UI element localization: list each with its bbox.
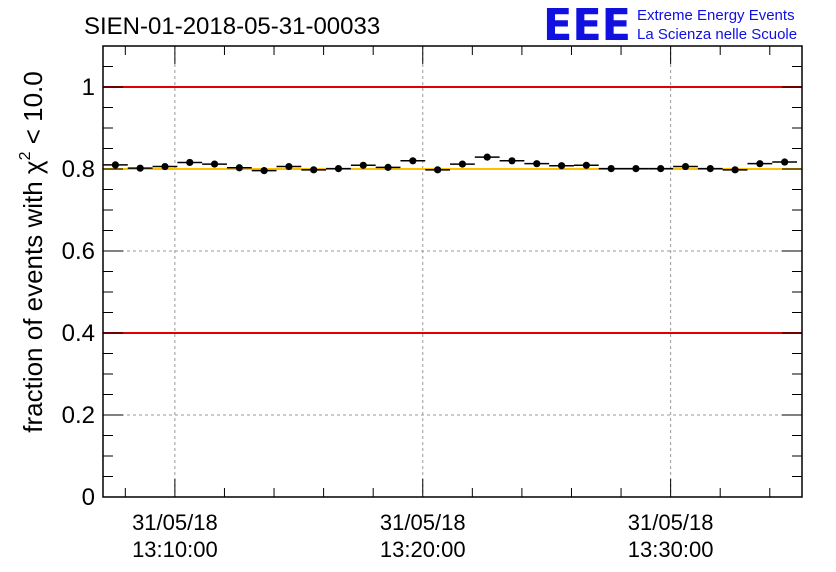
data-point bbox=[681, 162, 690, 171]
data-point bbox=[334, 164, 343, 173]
y-axis-label-sup: 2 bbox=[17, 151, 34, 160]
data-point bbox=[657, 164, 665, 173]
x-tick-label-date: 31/05/18 bbox=[380, 510, 466, 535]
eee-logo: EEE Extreme Energy Events La Scienza nel… bbox=[543, 0, 797, 51]
logo-letters: EEE bbox=[543, 0, 631, 51]
y-tick-label: 0.4 bbox=[62, 320, 95, 347]
y-axis-label-suffix: < 10.0 bbox=[18, 71, 48, 144]
data-point bbox=[409, 157, 417, 165]
data-point bbox=[607, 164, 615, 173]
data-point bbox=[632, 164, 640, 173]
x-tick-label-date: 31/05/18 bbox=[132, 510, 218, 535]
data-point bbox=[210, 160, 219, 168]
data-point bbox=[136, 164, 144, 172]
data-point bbox=[706, 164, 714, 173]
data-point bbox=[731, 166, 739, 174]
data-point bbox=[310, 166, 318, 174]
data-points bbox=[103, 153, 798, 175]
data-point bbox=[285, 162, 293, 171]
chart-title: SIEN-01-2018-05-31-00033 bbox=[84, 13, 380, 40]
y-axis-label-prefix: fraction of events with bbox=[18, 181, 48, 432]
axis-ticks: 00.20.40.60.8131/05/1813:10:0031/05/1813… bbox=[62, 45, 802, 562]
data-point bbox=[533, 160, 541, 168]
data-point bbox=[458, 160, 467, 168]
logo-line-1: Extreme Energy Events bbox=[637, 7, 795, 24]
data-point bbox=[508, 157, 516, 165]
data-point bbox=[384, 163, 392, 171]
data-point bbox=[260, 167, 268, 175]
y-axis-label-chi: χ bbox=[18, 160, 48, 174]
data-point bbox=[434, 166, 442, 174]
logo-line-2: La Scienza nelle Scuole bbox=[637, 26, 797, 43]
x-tick-label-time: 13:30:00 bbox=[628, 537, 714, 562]
data-point bbox=[161, 162, 169, 171]
x-tick-label-time: 13:20:00 bbox=[380, 537, 466, 562]
y-tick-label: 0.6 bbox=[62, 238, 95, 265]
data-point bbox=[111, 161, 119, 169]
data-point bbox=[781, 158, 789, 166]
y-tick-label: 0.8 bbox=[62, 156, 95, 183]
data-point bbox=[557, 162, 566, 170]
data-point bbox=[483, 153, 491, 161]
y-tick-label: 1 bbox=[82, 74, 95, 101]
y-tick-label: 0.2 bbox=[62, 402, 95, 429]
y-axis-label: fraction of events with χ2 < 10.0 bbox=[17, 71, 48, 433]
data-point bbox=[186, 158, 194, 167]
data-point bbox=[756, 160, 764, 168]
data-point bbox=[359, 161, 367, 169]
x-tick-label-time: 13:10:00 bbox=[132, 537, 218, 562]
x-tick-label-date: 31/05/18 bbox=[628, 510, 714, 535]
y-tick-label: 0 bbox=[82, 484, 95, 511]
data-point bbox=[235, 164, 243, 172]
data-point bbox=[582, 161, 590, 169]
